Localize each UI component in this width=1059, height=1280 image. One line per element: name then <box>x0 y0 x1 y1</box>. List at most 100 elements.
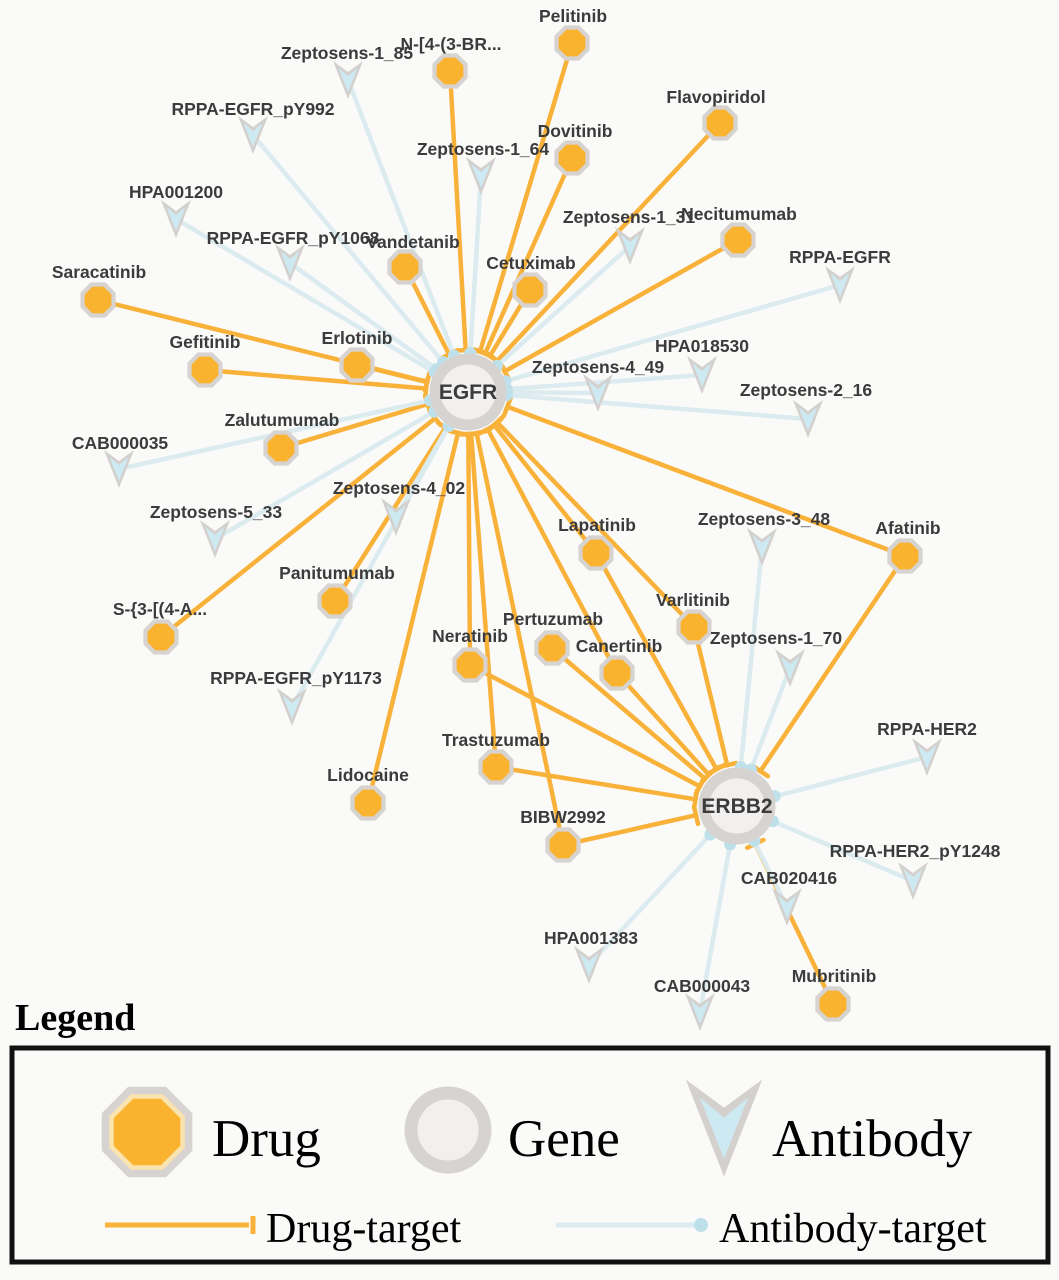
node-label-cab000043: CAB000043 <box>654 976 751 996</box>
node-label-zeptosens-1_31: Zeptosens-1_31 <box>563 207 696 227</box>
gene-node-egfr[interactable] <box>429 353 507 431</box>
antibody-node-zeptosens-4_02[interactable] <box>381 498 411 536</box>
node-label-zeptosens-1_85: Zeptosens-1_85 <box>281 43 414 63</box>
antibody-node-hpa001200[interactable] <box>161 200 191 238</box>
node-label-zalutumumab: Zalutumumab <box>225 410 340 430</box>
node-label-lapatinib: Lapatinib <box>558 515 636 535</box>
legend-item-label-antibody: Antibody <box>772 1110 973 1168</box>
node-label-hpa001383: HPA001383 <box>544 928 638 948</box>
legend-edge-label-antibody-target: Antibody-target <box>719 1206 987 1252</box>
node-label-canertinib: Canertinib <box>576 636 663 656</box>
drug-target-edge-trastuzumab-erbb2 <box>493 764 700 811</box>
node-label-hpa018530: HPA018530 <box>655 336 749 356</box>
antibody-node-zeptosens-1_70[interactable] <box>775 649 805 687</box>
drug-node-erlotinib[interactable] <box>339 347 375 383</box>
node-layer <box>80 25 942 1031</box>
antibody-node-zeptosens-1_64[interactable] <box>466 157 496 195</box>
gene-label-erbb2: ERBB2 <box>701 795 772 818</box>
node-label-afatinib: Afatinib <box>875 518 940 538</box>
drug-node-afatinib[interactable] <box>887 538 923 574</box>
drug-node-necitumumab[interactable] <box>720 222 756 258</box>
drug-node-lidocaine[interactable] <box>350 785 386 821</box>
drug-node-n43br[interactable] <box>432 53 468 89</box>
node-label-vandetanib: Vandetanib <box>366 232 459 252</box>
antibody-node-zeptosens-3_48[interactable] <box>747 528 777 566</box>
node-label-zeptosens-3_48: Zeptosens-3_48 <box>698 509 831 529</box>
antibody-node-rppa-egfr_py1173[interactable] <box>277 688 307 726</box>
antibody-node-zeptosens-2_16[interactable] <box>793 400 823 438</box>
drug-node-gefitinib[interactable] <box>187 352 223 388</box>
node-label-n43br: N-[4-(3-BR... <box>400 34 501 54</box>
antibody-node-cab000035[interactable] <box>104 450 134 488</box>
node-label-zeptosens-1_70: Zeptosens-1_70 <box>710 628 843 648</box>
antibody-target-edge-rppa-her2-erbb2 <box>768 754 928 803</box>
node-label-trastuzumab: Trastuzumab <box>442 730 550 750</box>
drug-target-edge-afatinib-egfr <box>501 396 908 559</box>
drug-node-cetuximab[interactable] <box>512 272 548 308</box>
drug-node-flavopiridol[interactable] <box>702 105 738 141</box>
node-label-zeptosens-1_64: Zeptosens-1_64 <box>417 139 550 159</box>
node-label-rppa-egfr: RPPA-EGFR <box>789 247 891 267</box>
node-label-lidocaine: Lidocaine <box>327 765 409 785</box>
node-label-flavopiridol: Flavopiridol <box>666 87 765 107</box>
node-label-rppa-her2_py1248: RPPA-HER2_pY1248 <box>830 841 1001 861</box>
antibody-node-cab020416[interactable] <box>772 888 802 926</box>
drug-node-pelitinib[interactable] <box>554 25 590 61</box>
antibody-node-rppa-her2_py1248[interactable] <box>898 862 928 900</box>
node-label-panitumumab: Panitumumab <box>279 563 395 583</box>
gene-node-erbb2[interactable] <box>698 767 776 845</box>
drug-node-bibw2992[interactable] <box>545 827 581 863</box>
drug-node-panitumumab[interactable] <box>317 583 353 619</box>
node-label-necitumumab: Necitumumab <box>681 204 797 224</box>
node-label-dovitinib: Dovitinib <box>538 121 613 141</box>
antibody-node-cab000043[interactable] <box>685 993 715 1031</box>
node-label-rppa-egfr_py992: RPPA-EGFR_pY992 <box>171 99 334 119</box>
drug-node-saracatinib[interactable] <box>80 282 116 318</box>
antibody-node-zeptosens-1_31[interactable] <box>615 227 645 265</box>
drug-target-edge-canertinib-erbb2 <box>614 670 718 784</box>
antibody-node-hpa001383[interactable] <box>574 946 604 984</box>
node-label-cetuximab: Cetuximab <box>486 253 575 273</box>
antibody-node-rppa-her2[interactable] <box>912 738 942 776</box>
antibody-node-rppa-egfr_py1068[interactable] <box>275 244 305 282</box>
drug-node-mubritinib[interactable] <box>815 986 851 1022</box>
antibody-chevron-icon <box>685 1079 763 1177</box>
antibody-node-rppa-egfr_py992[interactable] <box>238 116 268 154</box>
legend-edge-drug_target: Drug-target <box>105 1206 461 1252</box>
legend-edge-antibody_target: Antibody-target <box>556 1206 987 1252</box>
drug-node-zalutumumab[interactable] <box>263 430 299 466</box>
antibody-node-zeptosens-5_33[interactable] <box>200 520 230 558</box>
drug-target-edge-pertuzumab-erbb2 <box>549 645 714 788</box>
node-label-varlitinib: Varlitinib <box>656 590 730 610</box>
antibody-node-hpa018530[interactable] <box>687 356 717 394</box>
gene-circle-icon <box>404 1086 492 1174</box>
node-label-hpa001200: HPA001200 <box>129 182 223 202</box>
drug-node-lapatinib[interactable] <box>578 535 614 571</box>
legend-edge-label-drug-target: Drug-target <box>266 1206 461 1252</box>
antibody-node-zeptosens-4_49[interactable] <box>583 374 613 412</box>
drug-node-neratinib[interactable] <box>452 647 488 683</box>
drug-node-canertinib[interactable] <box>599 655 635 691</box>
drug-node-dovitinib[interactable] <box>554 140 590 176</box>
legend: Legend Drug Gene Antibody Drug-target Antibod… <box>9 997 1051 1265</box>
drug-node-vandetanib[interactable] <box>387 249 423 285</box>
node-label-zeptosens-4_02: Zeptosens-4_02 <box>333 478 466 498</box>
antibody-node-zeptosens-1_85[interactable] <box>333 61 363 99</box>
edge-layer <box>95 40 928 1013</box>
node-label-zeptosens-2_16: Zeptosens-2_16 <box>740 380 873 400</box>
drug-node-s34a[interactable] <box>143 619 179 655</box>
legend-title: Legend <box>15 997 135 1039</box>
node-label-saracatinib: Saracatinib <box>52 262 146 282</box>
node-label-pertuzumab: Pertuzumab <box>503 609 603 629</box>
node-label-s34a: S-{3-[(4-A... <box>113 599 207 619</box>
node-label-rppa-egfr_py1173: RPPA-EGFR_pY1173 <box>210 668 382 688</box>
drug-node-pertuzumab[interactable] <box>534 630 570 666</box>
drug-node-varlitinib[interactable] <box>676 609 712 645</box>
legend-item-label-gene: Gene <box>508 1110 620 1168</box>
drug-target-edge-bibw2992-erbb2 <box>560 804 701 848</box>
drug-node-trastuzumab[interactable] <box>478 749 514 785</box>
antibody-node-rppa-egfr[interactable] <box>825 266 855 304</box>
node-label-bibw2992: BIBW2992 <box>520 807 606 827</box>
node-label-cab020416: CAB020416 <box>741 868 838 888</box>
